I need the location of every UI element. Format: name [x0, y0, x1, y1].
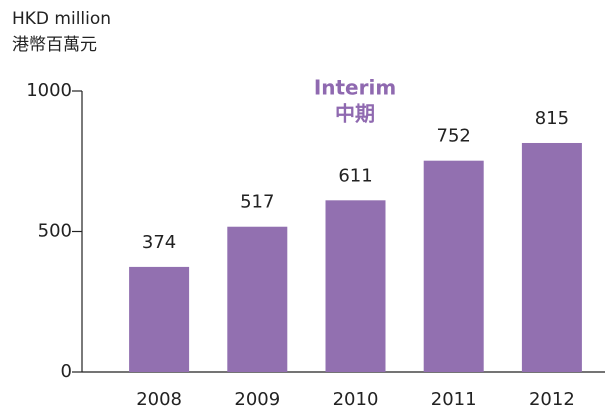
x-tick-label: 2011	[431, 389, 477, 410]
x-tick-label: 2012	[529, 389, 575, 410]
value-label: 374	[142, 232, 176, 253]
value-label: 815	[535, 108, 569, 129]
value-label: 752	[437, 126, 471, 147]
bar	[521, 142, 582, 372]
bar	[129, 266, 190, 372]
bar	[423, 160, 484, 372]
y-tick-label: 500	[38, 221, 72, 242]
value-label: 611	[338, 165, 372, 186]
annotation: 中期	[335, 102, 375, 126]
bar	[227, 226, 288, 372]
y-axis-label: HKD million	[12, 9, 111, 29]
x-tick-label: 2009	[234, 389, 280, 410]
y-axis-label: 港幣百萬元	[12, 35, 97, 55]
annotation: Interim	[314, 76, 396, 100]
value-label: 517	[240, 192, 274, 213]
x-tick-label: 2010	[333, 389, 379, 410]
y-tick-label: 1000	[26, 80, 72, 101]
y-tick-label: 0	[61, 361, 72, 382]
x-tick-label: 2008	[136, 389, 182, 410]
bar	[325, 200, 386, 372]
